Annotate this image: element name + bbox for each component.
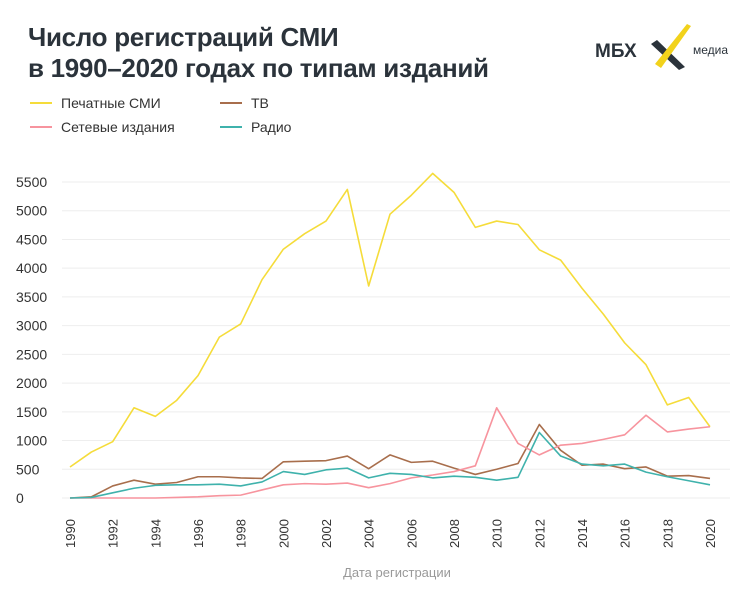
x-tick-label: 2014	[575, 519, 590, 548]
legend-swatch	[30, 101, 52, 105]
x-tick-label: 1992	[106, 519, 121, 548]
x-tick-label: 2016	[618, 519, 633, 548]
y-tick-label: 2500	[16, 346, 47, 362]
legend-item: Печатные СМИ	[30, 95, 161, 111]
series-line-0	[69, 172, 711, 468]
y-tick-label: 500	[16, 461, 40, 477]
legend-swatch	[30, 125, 52, 129]
title-line-1: Число регистраций СМИ	[28, 22, 339, 52]
x-tick-label: 2012	[532, 519, 547, 548]
x-tick-label: 2020	[703, 519, 718, 548]
series-line-1	[70, 406, 711, 499]
x-tick-label: 1996	[191, 519, 206, 548]
x-tick-label: 2018	[660, 519, 675, 548]
y-tick-label: 1500	[16, 404, 47, 420]
series-line-3	[69, 431, 711, 499]
y-tick-label: 3000	[16, 318, 47, 334]
legend-swatch	[220, 125, 242, 129]
x-tick-label: 1990	[63, 519, 78, 548]
svg-text:медиа: медиа	[693, 43, 728, 57]
x-tick-label: 1998	[234, 519, 249, 548]
x-tick-label: 2004	[362, 519, 377, 548]
legend-swatch	[220, 101, 242, 105]
x-axis-label: Дата регистрации	[343, 565, 451, 580]
y-tick-label: 0	[16, 490, 24, 506]
legend-label: ТВ	[251, 95, 269, 111]
logo: МБХ медиа	[595, 22, 735, 72]
legend-label: Радио	[251, 119, 292, 135]
title-line-2: в 1990–2020 годах по типам изданий	[28, 53, 489, 83]
x-tick-label: 2000	[276, 519, 291, 548]
chart-title: Число регистраций СМИ в 1990–2020 годах …	[28, 22, 489, 84]
legend-item: Радио	[220, 119, 291, 135]
svg-text:МБХ: МБХ	[595, 41, 637, 62]
y-tick-label: 2000	[16, 375, 47, 391]
legend-label: Сетевые издания	[61, 119, 175, 135]
y-tick-label: 3500	[16, 289, 47, 305]
y-tick-label: 4500	[16, 231, 47, 247]
y-tick-label: 5000	[16, 203, 47, 219]
legend-item: Сетевые издания	[30, 119, 175, 135]
series-line-2	[69, 423, 711, 499]
legend-label: Печатные СМИ	[61, 95, 161, 111]
x-tick-label: 2008	[447, 519, 462, 548]
legend-item: ТВ	[220, 95, 269, 111]
x-tick-label: 2010	[490, 519, 505, 548]
y-tick-label: 5500	[16, 174, 47, 190]
y-tick-label: 4000	[16, 260, 47, 276]
x-tick-label: 2006	[404, 519, 419, 548]
x-tick-label: 1994	[148, 519, 163, 548]
x-tick-label: 2002	[319, 519, 334, 548]
y-tick-label: 1000	[16, 433, 47, 449]
